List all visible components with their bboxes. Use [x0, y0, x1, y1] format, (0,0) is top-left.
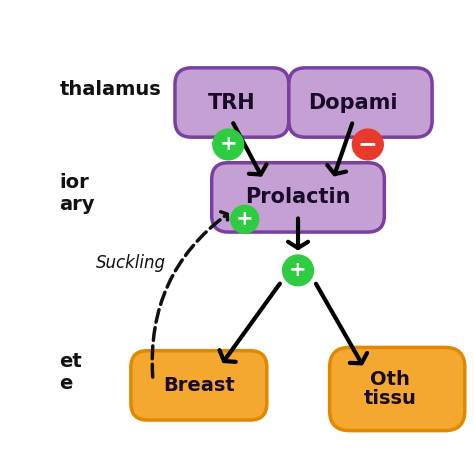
- Text: Breast: Breast: [163, 376, 235, 395]
- Circle shape: [231, 205, 259, 233]
- Text: Oth: Oth: [370, 370, 410, 389]
- FancyBboxPatch shape: [131, 351, 267, 420]
- FancyBboxPatch shape: [175, 68, 289, 137]
- Text: thalamus: thalamus: [59, 80, 161, 99]
- Text: tissu: tissu: [364, 389, 416, 408]
- Text: Dopami: Dopami: [309, 92, 398, 112]
- Text: Prolactin: Prolactin: [245, 187, 351, 208]
- Text: ary: ary: [59, 195, 95, 214]
- Text: ior: ior: [59, 173, 89, 192]
- Circle shape: [213, 129, 244, 160]
- FancyBboxPatch shape: [289, 68, 432, 137]
- Text: e: e: [59, 374, 73, 393]
- Text: −: −: [358, 132, 378, 156]
- Text: +: +: [289, 260, 307, 281]
- FancyBboxPatch shape: [329, 347, 465, 430]
- Text: +: +: [219, 135, 237, 155]
- Text: et: et: [59, 352, 82, 371]
- Circle shape: [283, 255, 313, 286]
- FancyBboxPatch shape: [212, 163, 384, 232]
- Text: TRH: TRH: [208, 92, 255, 112]
- Text: +: +: [236, 210, 254, 229]
- Circle shape: [352, 129, 383, 160]
- Text: Suckling: Suckling: [96, 254, 166, 272]
